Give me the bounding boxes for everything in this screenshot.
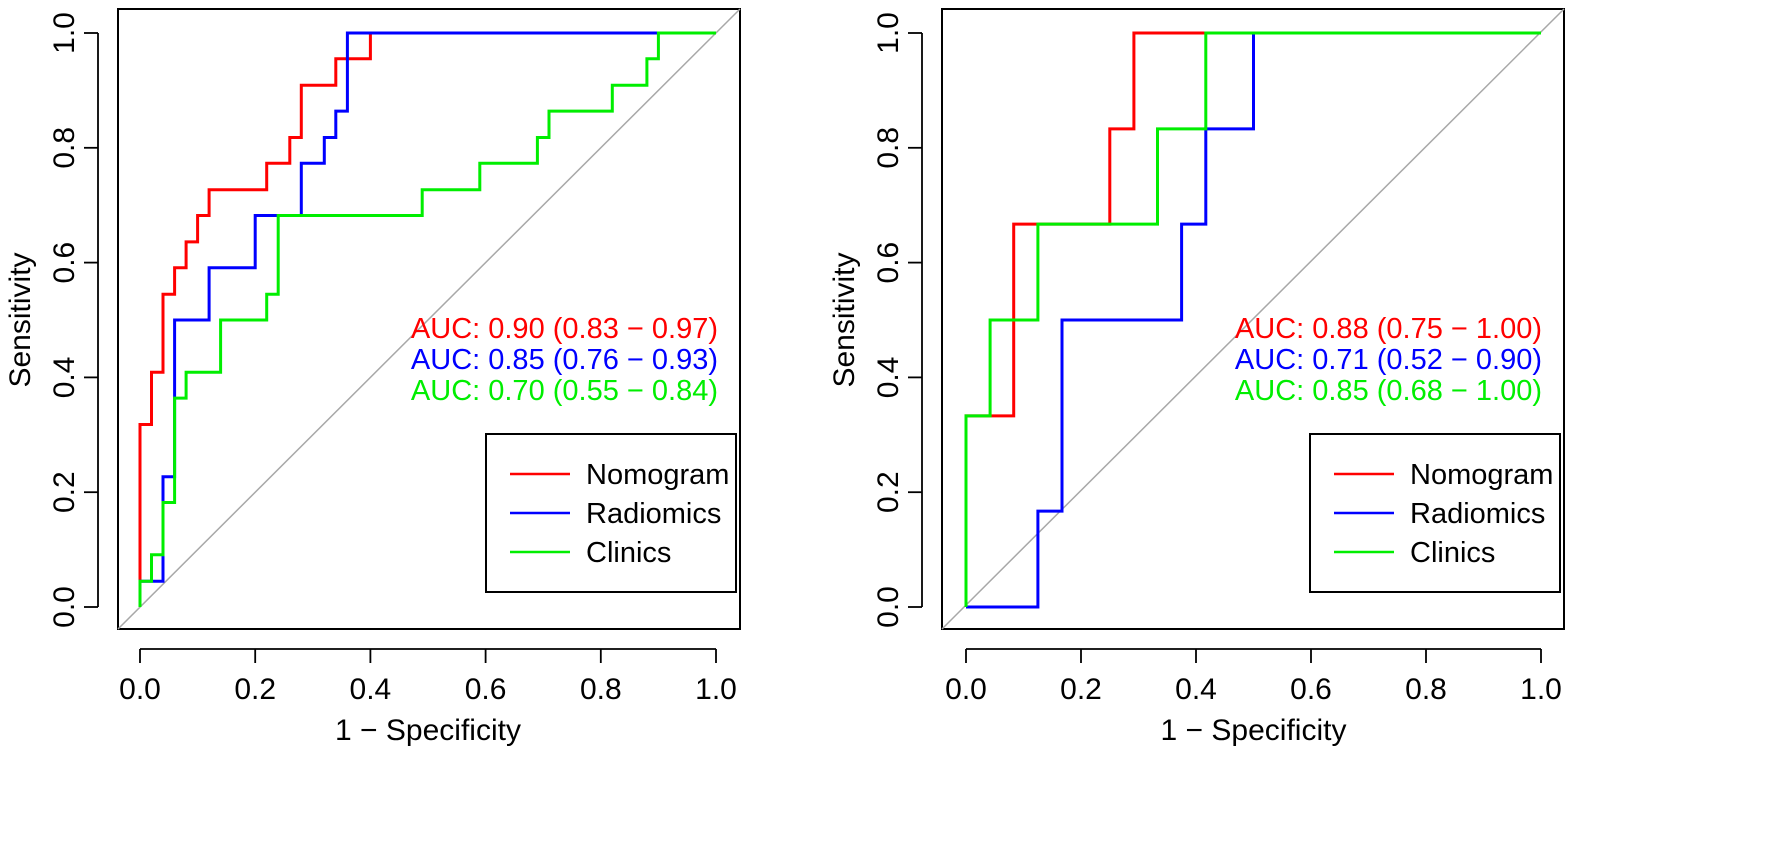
panel-2-y-tick-label: 0.2	[872, 471, 905, 513]
panel-2-y-tick-label: 0.0	[872, 586, 905, 628]
panel-1-x-tick-label: 0.6	[465, 673, 507, 706]
panel-2-x-tick-label: 0.6	[1290, 673, 1332, 706]
panel-1-legend-label-radiomics: Radiomics	[586, 498, 721, 530]
panel-1-y-tick-label: 0.8	[48, 127, 81, 169]
panel-1-plot-frame	[117, 8, 741, 630]
panel-1-legend-label-clinics: Clinics	[586, 537, 671, 569]
panel-2-diagonal-reference-line	[941, 8, 1565, 630]
panel-2-legend-label-clinics: Clinics	[1410, 537, 1495, 569]
panel-1-x-axis-title: 1 − Specificity	[335, 714, 521, 747]
panel-2-legend-label-radiomics: Radiomics	[1410, 498, 1545, 530]
panel-2-roc-line-clinics	[964, 31, 1541, 607]
panel-2-x-tick-label: 0.4	[1175, 673, 1217, 706]
panel-2-auc-label-clinics: AUC: 0.85 (0.68 − 1.00)	[1235, 375, 1542, 407]
panel-1-x-tick-label: 0.4	[350, 673, 392, 706]
panel-1-legend-label-nomogram: Nomogram	[586, 459, 729, 491]
panel-1-y-tick-label: 1.0	[48, 12, 81, 54]
panel-2-x-tick-label: 1.0	[1520, 673, 1562, 706]
panel-2-x-tick-label: 0.0	[945, 673, 987, 706]
panel-2-x-tick-label: 0.2	[1060, 673, 1102, 706]
panel-1-diagonal-reference-line	[117, 8, 741, 630]
panel-2-plot-frame	[941, 8, 1565, 630]
panel-2-auc-label-nomogram: AUC: 0.88 (0.75 − 1.00)	[1235, 313, 1542, 345]
panel-2-x-axis-title: 1 − Specificity	[1161, 714, 1347, 747]
panel-1-auc-label-clinics: AUC: 0.70 (0.55 − 0.84)	[411, 375, 718, 407]
panel-1-auc-label-radiomics: AUC: 0.85 (0.76 − 0.93)	[411, 344, 718, 376]
panel-1-x-tick-label: 0.0	[119, 673, 161, 706]
panel-1-x-tick-label: 1.0	[695, 673, 737, 706]
panel-1-roc-line-nomogram	[138, 31, 716, 607]
panel-2-roc-line-radiomics	[966, 31, 1541, 609]
panel-1-y-tick-label: 0.4	[48, 357, 81, 399]
panel-1-x-tick-label: 0.8	[580, 673, 622, 706]
panel-1-y-tick-label: 0.2	[48, 471, 81, 513]
panel-2-y-tick-label: 1.0	[872, 12, 905, 54]
panel-1-roc-line-clinics	[138, 31, 716, 607]
panel-2-y-axis-title: Sensitivity	[828, 252, 861, 387]
panel-2-auc-label-radiomics: AUC: 0.71 (0.52 − 0.90)	[1235, 344, 1542, 376]
panel-1-x-tick-label: 0.2	[234, 673, 276, 706]
panel-2-legend-label-nomogram: Nomogram	[1410, 459, 1553, 491]
panel-2-x-tick-label: 0.8	[1405, 673, 1447, 706]
panel-2-y-tick-label: 0.6	[872, 242, 905, 284]
panel-1-auc-label-nomogram: AUC: 0.90 (0.83 − 0.97)	[411, 313, 718, 345]
panel-1-y-axis-title: Sensitivity	[4, 252, 37, 387]
panel-1-roc-line-radiomics	[138, 31, 716, 607]
panel-2-y-tick-label: 0.4	[872, 357, 905, 399]
panel-2-y-tick-label: 0.8	[872, 127, 905, 169]
panel-1-y-tick-label: 0.6	[48, 242, 81, 284]
panel-1-y-tick-label: 0.0	[48, 586, 81, 628]
